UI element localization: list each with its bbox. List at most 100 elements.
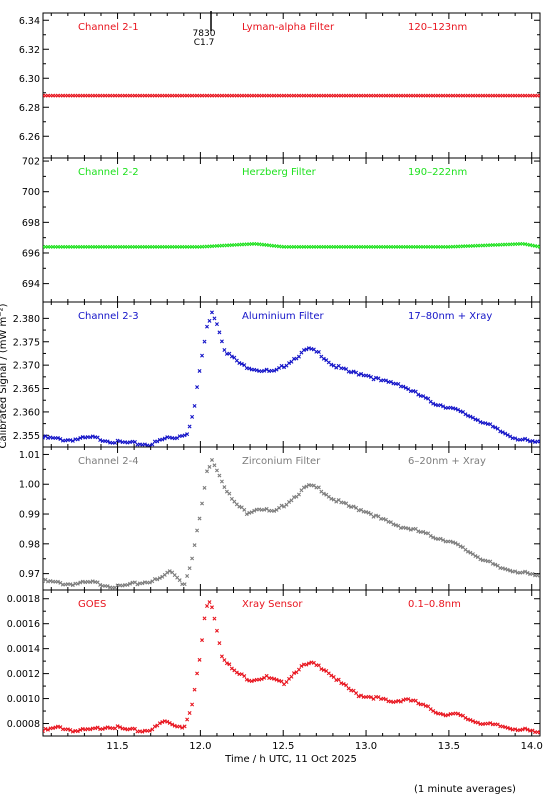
- series-points: [43, 600, 540, 735]
- data-point: [508, 434, 513, 439]
- data-point: [264, 367, 269, 372]
- data-point: [118, 439, 123, 444]
- data-point: [209, 457, 214, 462]
- panel-filter-label: Xray Sensor: [242, 599, 303, 610]
- data-point: [530, 438, 535, 443]
- y-tick-label: 0.99: [19, 510, 40, 521]
- data-point: [70, 583, 75, 588]
- data-point: [359, 371, 364, 376]
- data-point: [441, 538, 446, 543]
- data-point: [68, 728, 73, 733]
- data-point: [249, 510, 254, 515]
- y-tick-label: 702: [22, 157, 40, 168]
- data-point: [416, 392, 421, 397]
- data-point: [371, 514, 376, 519]
- data-point: [98, 582, 103, 587]
- data-point: [244, 512, 249, 517]
- data-point: [421, 702, 426, 707]
- data-point: [503, 567, 508, 571]
- y-tick-label: 694: [22, 279, 40, 290]
- data-point: [473, 417, 478, 422]
- data-point: [197, 657, 202, 662]
- panel-1: 6.26 6.28 6.30 6.32 6.34 Channel 2-1 Lyman-alp…: [19, 12, 541, 159]
- data-point: [98, 438, 103, 443]
- panel-band-label: 0.1–0.8nm: [408, 599, 461, 610]
- data-point: [157, 576, 162, 581]
- data-point: [155, 439, 160, 444]
- data-point: [262, 368, 267, 373]
- data-point: [329, 362, 334, 367]
- data-point: [493, 425, 498, 430]
- data-point: [354, 691, 359, 696]
- data-point: [329, 496, 334, 501]
- data-point: [160, 720, 165, 725]
- data-point: [185, 717, 190, 722]
- x-tick-label: 14.0: [521, 741, 543, 752]
- data-point: [95, 725, 100, 730]
- data-point: [296, 667, 301, 672]
- data-point: [78, 436, 83, 441]
- data-point: [150, 442, 155, 447]
- panel-band-label: 6–20nm + Xray: [408, 456, 486, 467]
- data-point: [473, 554, 478, 558]
- data-point: [135, 582, 140, 587]
- data-point: [523, 436, 528, 441]
- data-point: [530, 571, 535, 576]
- data-point: [237, 360, 242, 365]
- y-tick-label: 6.30: [19, 74, 40, 85]
- data-point: [192, 543, 197, 548]
- data-point: [227, 491, 232, 496]
- data-point: [398, 699, 403, 704]
- data-point: [200, 353, 205, 358]
- y-tick-label: 1.01: [19, 450, 40, 461]
- data-point: [272, 676, 277, 681]
- data-point: [356, 372, 361, 377]
- data-point: [351, 504, 356, 509]
- y-tick-label: 0.97: [19, 569, 40, 580]
- data-point: [165, 570, 170, 575]
- data-point: [70, 438, 75, 443]
- y-tick-label: 2.370: [13, 361, 40, 372]
- panel-channel-label: Channel 2-1: [78, 22, 139, 33]
- data-point: [252, 508, 257, 513]
- data-point: [177, 578, 182, 583]
- data-point: [351, 369, 356, 374]
- data-point: [478, 420, 483, 424]
- data-point: [503, 431, 508, 436]
- data-point: [127, 581, 132, 586]
- data-point: [538, 730, 540, 735]
- data-point: [167, 569, 172, 574]
- data-point: [316, 350, 321, 354]
- y-tick-label: 2.380: [13, 314, 40, 325]
- data-point: [523, 569, 528, 574]
- data-point: [182, 433, 187, 438]
- data-point: [282, 365, 287, 370]
- data-point: [214, 468, 219, 473]
- y-tick-label: 2.365: [13, 384, 40, 395]
- data-point: [426, 396, 431, 401]
- data-point: [304, 662, 309, 667]
- data-point: [170, 722, 175, 727]
- data-point: [249, 679, 254, 684]
- y-tick-label: 2.360: [13, 407, 40, 418]
- data-point: [162, 436, 167, 441]
- panel-3: 2.355 2.360 2.365 2.370 2.375 2.380 Channel 2-…: [13, 301, 541, 448]
- flare-class-label: C1.7: [194, 38, 215, 48]
- data-point: [202, 485, 207, 490]
- data-point: [125, 582, 130, 587]
- data-point: [406, 697, 411, 702]
- data-point: [301, 348, 306, 353]
- data-point: [247, 366, 252, 371]
- data-point: [147, 443, 152, 447]
- data-point: [316, 485, 321, 490]
- data-point: [55, 579, 60, 584]
- data-point: [237, 504, 242, 509]
- data-point: [160, 437, 165, 442]
- data-point: [505, 567, 510, 572]
- data-point: [488, 721, 493, 726]
- data-point: [508, 568, 513, 573]
- data-point: [475, 720, 480, 725]
- data-point: [431, 709, 436, 713]
- data-point: [334, 499, 339, 504]
